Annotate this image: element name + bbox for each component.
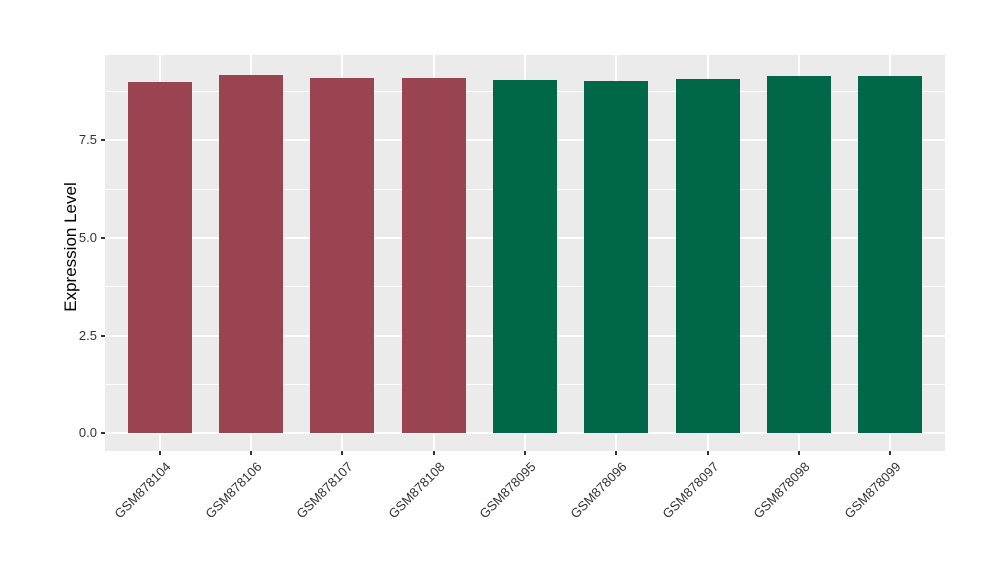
y-tick-mark [101,334,105,337]
x-tick-mark [797,451,800,455]
bar [127,81,192,434]
bar [401,78,466,434]
x-tick-mark [615,451,618,455]
bar [493,79,557,434]
bar [219,74,284,434]
bar [310,78,375,434]
y-tick-label: 2.5 [78,327,97,343]
x-tick-mark [524,451,526,455]
plot-panel [105,55,945,451]
bar [584,80,649,434]
x-tick-mark [158,451,161,455]
y-tick-mark [101,139,105,142]
y-tick-mark [101,432,105,435]
bar [858,76,923,434]
x-tick-mark [250,451,253,455]
x-tick-mark [432,451,435,455]
x-tick-mark [341,451,344,455]
x-tick-mark [889,451,892,455]
y-tick-label: 7.5 [78,132,97,148]
y-tick-label: 0.0 [78,425,97,441]
y-tick-mark [101,236,105,239]
x-tick-mark [706,451,709,455]
bar [675,78,740,434]
bar [766,76,831,434]
y-tick-label: 5.0 [78,229,97,245]
